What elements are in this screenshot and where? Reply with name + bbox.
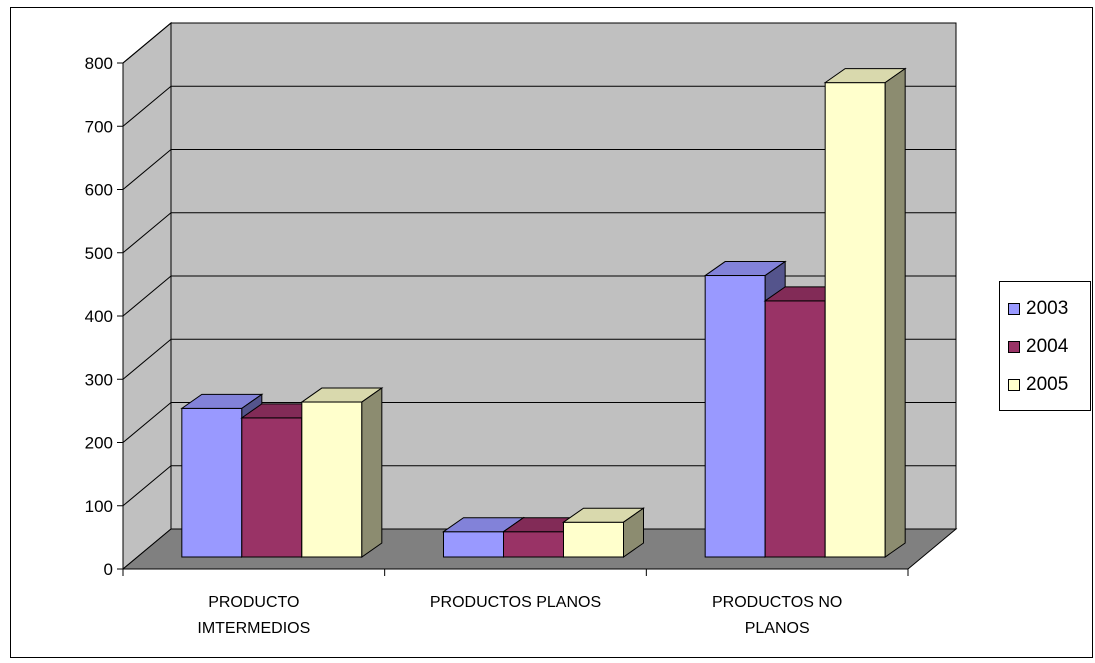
bar-2003-front (181, 407, 243, 558)
gridline (122, 85, 956, 127)
legend-item-2005: 2005 (1008, 370, 1068, 400)
x-category-label: PRODUCTOS NO (712, 594, 842, 611)
bar-2005-side (623, 507, 644, 558)
legend-swatch (1008, 303, 1020, 315)
gridline (122, 212, 956, 254)
legend: 2003 2004 2005 (999, 281, 1091, 411)
bar-2004-front (241, 417, 303, 558)
bar-2003-front (704, 275, 766, 558)
y-tick-label: 400 (85, 307, 113, 326)
bar-2005-front (563, 521, 624, 558)
y-tick-label: 500 (85, 244, 113, 263)
legend-swatch (1008, 341, 1020, 353)
bar-2004-front (764, 300, 826, 558)
y-tick-label: 600 (85, 181, 113, 200)
legend-item-2003: 2003 (1008, 294, 1068, 324)
x-category-label: PRODUCTOS PLANOS (430, 594, 601, 611)
bar-2005-front (301, 401, 363, 558)
gridline (122, 149, 956, 190)
bar-2005-front (824, 82, 886, 558)
legend-label: 2005 (1026, 374, 1069, 395)
legend-label: 2004 (1026, 336, 1069, 357)
bar-2003-front (443, 531, 504, 558)
gridline (122, 402, 956, 443)
gridline (122, 465, 956, 507)
y-tick-label: 300 (85, 370, 113, 389)
x-category-label: PRODUCTO (208, 594, 299, 611)
gridline (122, 22, 956, 64)
x-category-label: IMTERMEDIOS (197, 620, 310, 637)
bar-2005-side (361, 387, 383, 558)
legend-label: 2003 (1026, 298, 1069, 319)
y-tick-label: 700 (85, 117, 113, 136)
y-tick-label: 100 (85, 497, 113, 516)
gridline (122, 338, 956, 380)
legend-swatch (1008, 379, 1020, 391)
bar-2004-front (503, 531, 564, 558)
y-tick-label: 200 (85, 434, 113, 453)
y-tick-label: 0 (104, 560, 113, 579)
x-category-label: PLANOS (745, 620, 810, 637)
gridline (122, 275, 956, 317)
y-tick-label: 800 (85, 54, 113, 73)
bar-2005-side (884, 67, 906, 558)
legend-item-2004: 2004 (1008, 332, 1068, 362)
